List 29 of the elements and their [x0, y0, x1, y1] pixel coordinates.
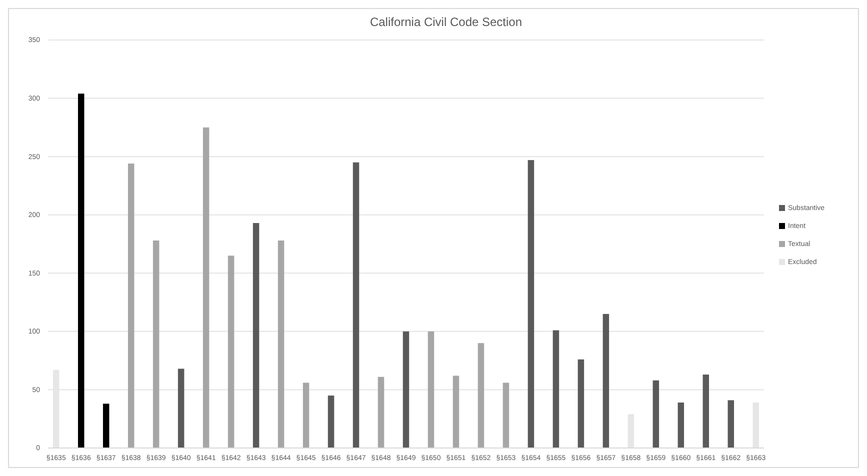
bar: [278, 240, 284, 448]
bar: [528, 160, 534, 448]
bar: [128, 164, 134, 448]
bar: [102, 404, 110, 448]
bar: [478, 343, 484, 448]
bar: [728, 400, 734, 448]
bar: [602, 314, 610, 448]
bar: [202, 127, 210, 448]
bar: [302, 382, 310, 448]
bar: [402, 331, 410, 448]
bar: [152, 240, 160, 448]
bar: [78, 94, 84, 448]
chart-title: California Civil Code Section: [370, 15, 522, 29]
bar: [578, 359, 584, 448]
bar: [228, 256, 234, 448]
bar: [502, 382, 510, 448]
bar: [628, 414, 634, 448]
bar: [552, 330, 560, 448]
bar: [328, 396, 334, 448]
bar: [452, 376, 460, 448]
bar: [178, 368, 184, 448]
bar: [652, 380, 660, 448]
bar: [702, 374, 710, 448]
bar: [352, 162, 360, 448]
bar: [678, 402, 684, 448]
bar: [752, 402, 759, 448]
bar: [252, 223, 260, 448]
bar: [428, 331, 434, 448]
bar: [378, 376, 384, 448]
